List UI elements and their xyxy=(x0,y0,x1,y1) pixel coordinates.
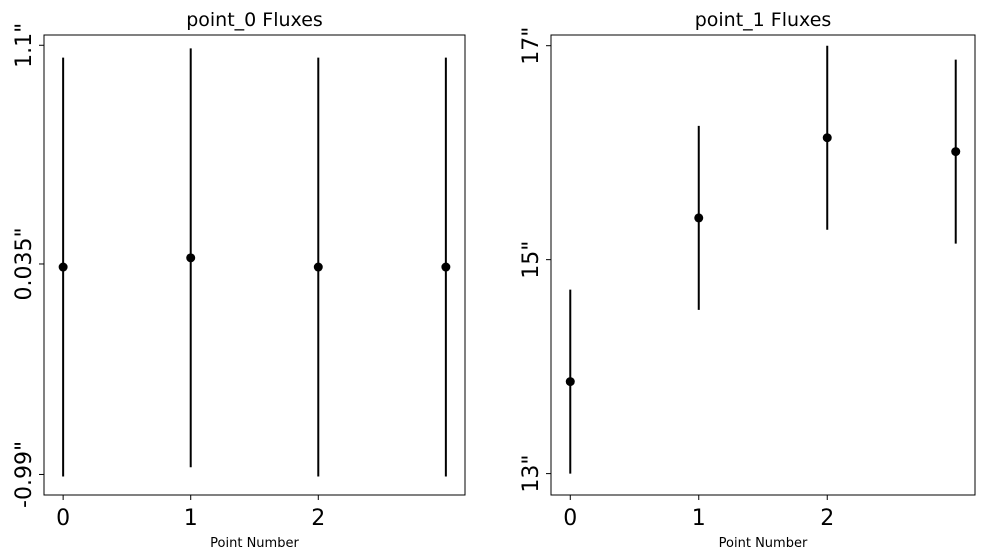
data-point xyxy=(822,133,832,143)
data-point xyxy=(441,262,451,272)
chart-panel-0: point_0 Fluxes 0 1 2 -0.99" 0.035" 1.1" Point N… xyxy=(12,9,466,551)
data-point xyxy=(951,147,961,157)
y-tick-label: -0.99" xyxy=(12,441,37,508)
x-axis-label: Point Number xyxy=(210,536,299,551)
y-tick-label: 1.1" xyxy=(12,23,37,68)
data-point xyxy=(58,262,68,272)
chart-title: point_0 Fluxes xyxy=(186,9,323,31)
x-tick-label: 1 xyxy=(692,506,706,531)
x-tick-label: 0 xyxy=(56,506,70,531)
x-axis-label: Point Number xyxy=(719,536,808,551)
y-tick-label: 0.035" xyxy=(12,227,37,300)
plot-frame xyxy=(43,34,466,496)
y-tick-label: 15" xyxy=(519,241,544,279)
data-point xyxy=(694,213,704,223)
x-tick-label: 2 xyxy=(820,506,834,531)
chart-panel-1: point_1 Fluxes 0 1 2 13" 15" 17" Point Number xyxy=(519,9,976,551)
data-point xyxy=(565,377,575,387)
y-tick-label: 13" xyxy=(519,455,544,493)
x-tick-label: 2 xyxy=(311,506,325,531)
data-point xyxy=(186,253,196,263)
data-point xyxy=(313,262,323,272)
plot-frame xyxy=(550,34,976,496)
x-tick-label: 1 xyxy=(184,506,198,531)
y-tick-label: 17" xyxy=(519,27,544,65)
x-tick-label: 0 xyxy=(563,506,577,531)
chart-title: point_1 Fluxes xyxy=(695,9,832,31)
